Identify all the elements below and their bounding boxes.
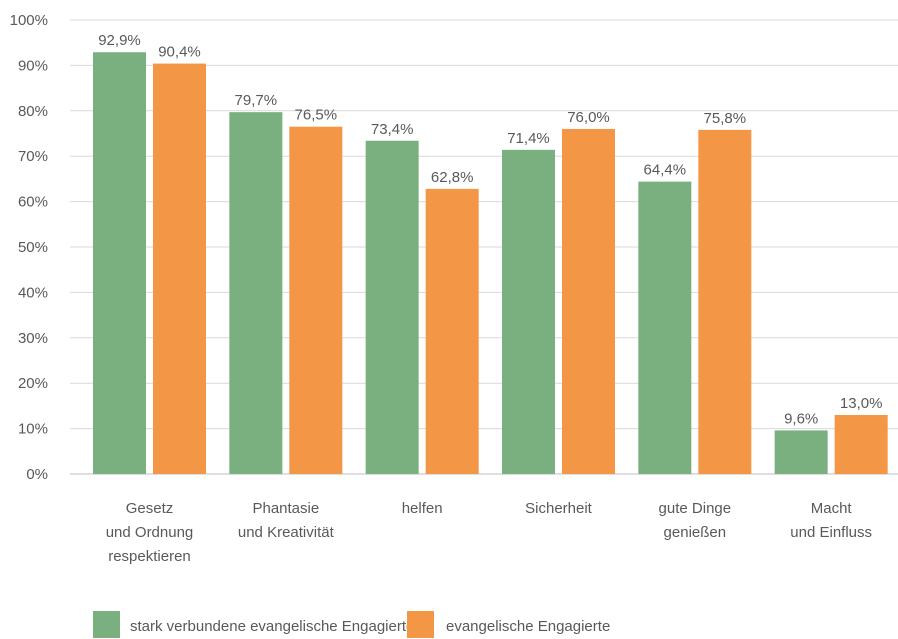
legend: stark verbundene evangelische Engagierte… — [93, 611, 610, 638]
y-tick-label: 80% — [18, 103, 48, 120]
legend-swatch — [93, 611, 120, 638]
bar — [365, 140, 419, 475]
data-label: 13,0% — [840, 395, 883, 412]
legend-label: stark verbundene evangelische Engagierte — [130, 618, 414, 635]
category-label: und Ordnung — [106, 524, 194, 541]
bar — [425, 188, 479, 474]
category-label: Phantasie — [252, 500, 319, 517]
data-label: 9,6% — [784, 410, 818, 427]
y-tick-label: 20% — [18, 375, 48, 392]
y-tick-label: 60% — [18, 194, 48, 211]
y-tick-label: 30% — [18, 330, 48, 347]
category-label: und Einfluss — [790, 524, 872, 541]
y-tick-label: 10% — [18, 421, 48, 438]
y-tick-label: 70% — [18, 148, 48, 165]
category-label: respektieren — [108, 548, 191, 565]
x-axis-categories: Gesetz und Ordnung respektieren Phantasie un… — [106, 500, 872, 565]
y-axis-ticks: 0% 10% 20% 30% 40% 50% 60% 70% 80% 90% 100% — [10, 12, 48, 483]
category-label: Macht — [811, 500, 853, 517]
y-tick-label: 50% — [18, 239, 48, 256]
data-label: 73,4% — [371, 121, 414, 138]
bar — [698, 129, 752, 475]
y-tick-label: 90% — [18, 57, 48, 74]
bar — [638, 181, 692, 474]
data-label: 75,8% — [704, 110, 747, 127]
data-label: 90,4% — [158, 44, 201, 61]
bars — [93, 52, 888, 475]
category-label: Sicherheit — [525, 500, 593, 517]
data-label: 76,0% — [567, 109, 610, 126]
grid-lines — [70, 19, 898, 475]
bar — [289, 126, 343, 474]
bar — [834, 414, 888, 474]
bar — [774, 430, 828, 474]
data-labels: 92,9% 90,4% 79,7% 76,5% 73,4% 62,8% 71,4% 76,0%… — [98, 32, 882, 427]
y-tick-label: 40% — [18, 284, 48, 301]
category-label: genießen — [664, 524, 727, 541]
y-tick-label: 100% — [10, 12, 48, 29]
legend-label: evangelische Engagierte — [446, 618, 610, 635]
bar — [229, 112, 283, 475]
data-label: 64,4% — [644, 162, 687, 179]
data-label: 76,5% — [295, 107, 338, 124]
category-label: und Kreativität — [238, 524, 335, 541]
bar — [562, 128, 615, 474]
bar — [93, 52, 146, 474]
y-tick-label: 0% — [26, 466, 48, 483]
category-label: gute Dinge — [659, 500, 732, 517]
bar — [502, 149, 555, 474]
legend-swatch — [407, 611, 434, 638]
category-label: Gesetz — [126, 500, 174, 517]
data-label: 62,8% — [431, 169, 474, 186]
category-label: helfen — [402, 500, 443, 517]
data-label: 79,7% — [235, 92, 278, 109]
bar — [153, 63, 206, 475]
data-label: 92,9% — [98, 32, 141, 49]
data-label: 71,4% — [507, 130, 550, 147]
